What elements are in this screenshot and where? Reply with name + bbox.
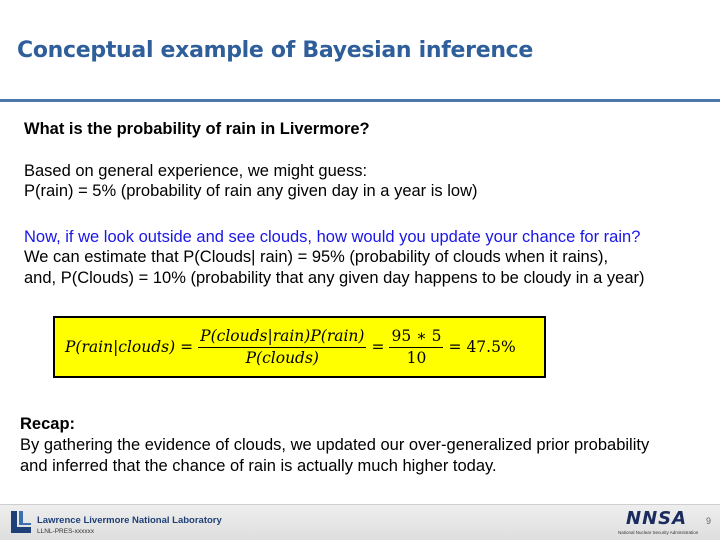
- likelihood-line: We can estimate that P(Clouds| rain) = 9…: [24, 248, 609, 266]
- formula-lhs: P(rain|clouds): [65, 338, 176, 356]
- formula-result: 47.5%: [466, 338, 516, 356]
- question-heading: What is the probability of rain in Liver…: [24, 120, 370, 138]
- llnl-logo-icon: [11, 511, 31, 533]
- evidence-line: and, P(Clouds) = 10% (probability that a…: [24, 269, 645, 287]
- recap-line-2: and inferred that the chance of rain is …: [20, 457, 497, 475]
- bayes-formula-box: P(rain|clouds) = P(clouds|rain)P(rain) P…: [53, 316, 546, 378]
- update-question: Now, if we look outside and see clouds, …: [24, 228, 641, 246]
- lab-name: Lawrence Livermore National Laboratory: [37, 515, 222, 526]
- numeric-fraction: 95 ∗ 5 10: [389, 327, 444, 367]
- bayes-fraction: P(clouds|rain)P(rain) P(clouds): [198, 327, 367, 367]
- document-code: LLNL-PRES-xxxxxx: [37, 528, 95, 535]
- recap-heading: Recap:: [20, 415, 76, 433]
- prior-line: P(rain) = 5% (probability of rain any gi…: [24, 182, 478, 200]
- nnsa-subtitle: National Nuclear Security Administration: [618, 530, 699, 535]
- title-divider: [0, 99, 720, 102]
- bayes-formula: P(rain|clouds) = P(clouds|rain)P(rain) P…: [65, 318, 516, 376]
- formula-denominator: P(clouds): [245, 349, 319, 367]
- page-number: 9: [706, 516, 712, 526]
- slide-title: Conceptual example of Bayesian inference: [17, 38, 534, 63]
- numeric-denominator: 10: [406, 349, 427, 367]
- nnsa-logo: NNSA: [626, 508, 688, 529]
- formula-numerator: P(clouds|rain)P(rain): [198, 327, 367, 348]
- numeric-numerator: 95 ∗ 5: [389, 327, 444, 348]
- equals-sign: =: [448, 338, 462, 356]
- equals-sign: =: [180, 338, 194, 356]
- recap-line-1: By gathering the evidence of clouds, we …: [20, 436, 650, 454]
- guess-intro: Based on general experience, we might gu…: [24, 162, 368, 180]
- slide-footer: [0, 504, 720, 540]
- equals-sign: =: [371, 338, 385, 356]
